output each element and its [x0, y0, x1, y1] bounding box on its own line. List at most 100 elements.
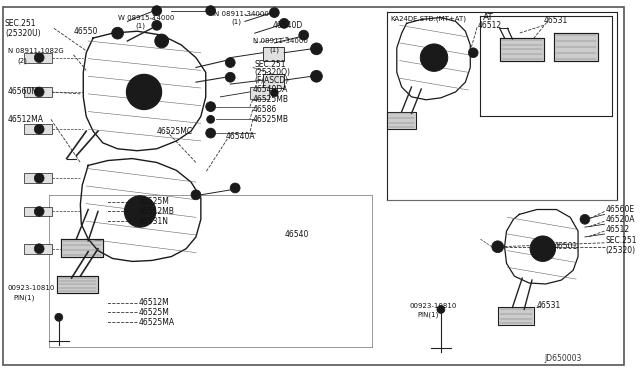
Circle shape: [126, 74, 162, 110]
Bar: [262, 47, 284, 61]
Circle shape: [159, 38, 164, 44]
Text: JD650003: JD650003: [545, 354, 582, 363]
Circle shape: [35, 53, 44, 62]
Circle shape: [35, 206, 44, 217]
Circle shape: [205, 6, 216, 16]
Text: 46560E: 46560E: [605, 205, 635, 214]
Text: PIN(1): PIN(1): [13, 295, 35, 301]
Circle shape: [205, 128, 216, 138]
Circle shape: [310, 43, 323, 55]
Text: 46512: 46512: [605, 225, 630, 234]
Text: W 08915-14000: W 08915-14000: [118, 16, 174, 22]
Circle shape: [136, 84, 152, 100]
Polygon shape: [387, 112, 417, 129]
Circle shape: [35, 124, 44, 134]
Text: 46531N: 46531N: [139, 217, 169, 226]
Text: (1): (1): [269, 46, 280, 53]
Text: 46586: 46586: [253, 105, 277, 114]
Text: 46550: 46550: [74, 27, 98, 36]
Text: N 08911-1082G: N 08911-1082G: [8, 48, 63, 54]
Circle shape: [420, 44, 448, 71]
Text: N 08911-34000: N 08911-34000: [214, 10, 268, 17]
Text: 46525MC: 46525MC: [157, 126, 193, 136]
Text: PIN(1): PIN(1): [417, 311, 439, 318]
Text: (1): (1): [135, 22, 145, 29]
Text: SEC.251: SEC.251: [255, 60, 286, 69]
Text: (F/ASCD): (F/ASCD): [255, 76, 289, 85]
Circle shape: [432, 56, 436, 60]
Circle shape: [537, 243, 548, 254]
Circle shape: [271, 89, 278, 97]
Text: 00923-10810: 00923-10810: [8, 285, 55, 291]
Text: AT: AT: [483, 13, 494, 22]
Circle shape: [299, 30, 308, 40]
Circle shape: [468, 48, 478, 58]
Circle shape: [35, 87, 44, 97]
Circle shape: [530, 236, 556, 262]
Bar: [24, 87, 52, 97]
Text: (2): (2): [18, 57, 28, 64]
Circle shape: [138, 209, 143, 214]
Text: 46560M: 46560M: [8, 87, 39, 96]
Text: 00923-10810: 00923-10810: [410, 302, 457, 308]
Text: 46531: 46531: [544, 16, 568, 25]
Circle shape: [495, 244, 500, 249]
Circle shape: [428, 52, 440, 64]
Circle shape: [310, 70, 323, 82]
Text: 46540DA: 46540DA: [253, 86, 288, 94]
Circle shape: [35, 244, 44, 254]
Circle shape: [141, 89, 147, 95]
Text: (1): (1): [231, 18, 241, 25]
Polygon shape: [57, 276, 98, 293]
Text: 46525MB: 46525MB: [253, 95, 289, 104]
Text: 46520A: 46520A: [605, 215, 635, 224]
Circle shape: [269, 8, 279, 17]
Polygon shape: [500, 38, 544, 61]
Circle shape: [155, 34, 168, 48]
Text: 46512M: 46512M: [139, 298, 170, 307]
Bar: [24, 206, 52, 217]
Text: SEC.251: SEC.251: [5, 19, 36, 28]
Circle shape: [152, 20, 162, 30]
Circle shape: [492, 241, 504, 253]
Circle shape: [230, 183, 240, 193]
Text: 46525M: 46525M: [139, 197, 170, 206]
Bar: [250, 87, 269, 99]
Text: (25320Q): (25320Q): [255, 68, 291, 77]
Circle shape: [55, 313, 63, 321]
Bar: [24, 124, 52, 134]
Text: (25320U): (25320U): [5, 29, 40, 38]
Polygon shape: [554, 33, 598, 61]
Text: N 08911-34000: N 08911-34000: [253, 38, 308, 44]
Circle shape: [437, 305, 445, 313]
Circle shape: [541, 247, 545, 251]
Circle shape: [35, 173, 44, 183]
Circle shape: [580, 214, 590, 224]
Circle shape: [133, 205, 147, 218]
Circle shape: [152, 6, 162, 16]
Text: 46540A: 46540A: [225, 132, 255, 141]
Polygon shape: [498, 308, 534, 325]
Circle shape: [225, 58, 235, 67]
Text: 46525MA: 46525MA: [139, 318, 175, 327]
Text: 46512: 46512: [477, 21, 501, 30]
Circle shape: [207, 115, 214, 123]
Text: (25320): (25320): [605, 246, 636, 255]
Text: 46540: 46540: [284, 230, 308, 238]
Circle shape: [279, 19, 289, 28]
Text: SEC.251: SEC.251: [605, 236, 637, 246]
Circle shape: [205, 102, 216, 112]
Text: 46531: 46531: [537, 301, 561, 310]
Circle shape: [116, 31, 120, 35]
Circle shape: [124, 196, 156, 227]
Text: 46512MB: 46512MB: [139, 207, 175, 216]
Circle shape: [225, 72, 235, 82]
Text: 46525MB: 46525MB: [253, 115, 289, 124]
Text: 46501: 46501: [554, 242, 578, 251]
Bar: [262, 74, 284, 88]
Bar: [24, 244, 52, 254]
Text: KA24DE.STD.(MT+AT): KA24DE.STD.(MT+AT): [390, 15, 466, 22]
Circle shape: [471, 51, 475, 55]
Circle shape: [112, 27, 124, 39]
Circle shape: [191, 190, 201, 200]
